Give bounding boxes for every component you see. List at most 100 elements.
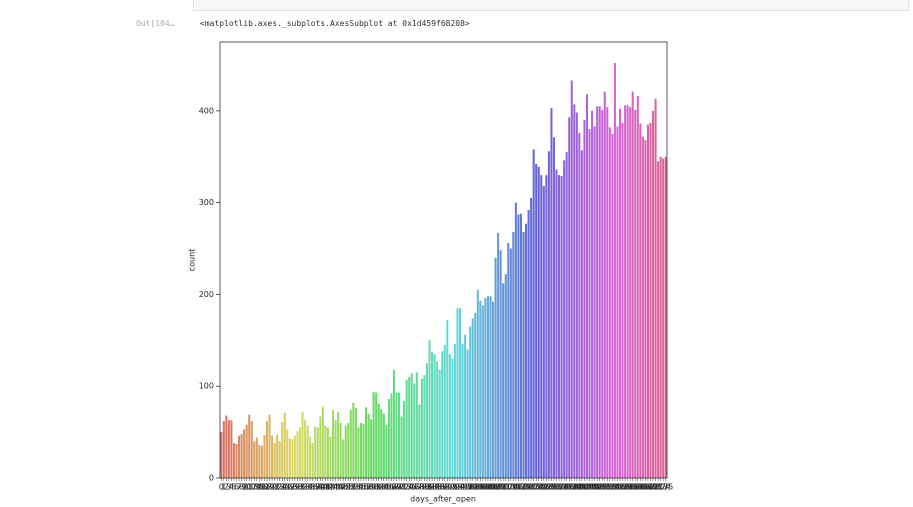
x-tick-label: 115 <box>506 483 521 492</box>
x-tick-label: 52 <box>348 483 358 492</box>
bar <box>263 434 266 478</box>
bar <box>240 433 243 478</box>
bar <box>415 372 418 478</box>
x-tick-label: 158 <box>615 483 630 492</box>
x-tick-label: 15 <box>254 483 264 492</box>
x-tick-label: 169 <box>643 483 658 492</box>
bar <box>332 410 335 478</box>
bar <box>433 354 436 478</box>
x-tick-label: 59 <box>366 483 376 492</box>
x-tick-label: 141 <box>572 483 587 492</box>
x-tick-label: 166 <box>635 483 650 492</box>
bar <box>593 126 596 478</box>
bar <box>611 133 614 478</box>
y-tick-label: 400 <box>199 106 214 115</box>
x-tick-label: 113 <box>501 483 516 492</box>
x-tick-label: 171 <box>648 483 663 492</box>
bar <box>540 175 543 479</box>
bar <box>326 427 329 478</box>
bar <box>547 151 550 478</box>
bar <box>608 127 611 479</box>
x-axis-label: days_after_open <box>410 495 476 504</box>
x-tick-label: 157 <box>612 483 627 492</box>
x-tick-label: 8 <box>239 483 244 492</box>
bar <box>268 414 271 478</box>
x-tick-label: 93 <box>452 483 462 492</box>
bar <box>575 112 578 479</box>
bar <box>278 441 281 478</box>
bar <box>486 296 489 478</box>
x-tick-label: 132 <box>549 483 564 492</box>
bar <box>309 436 312 478</box>
x-tick-label: 50 <box>343 483 353 492</box>
x-tick-label: 47 <box>336 483 346 492</box>
x-tick-label: 16 <box>257 483 267 492</box>
y-tick-label: 200 <box>199 290 214 299</box>
x-tick-label: 111 <box>496 483 511 492</box>
x-tick-label: 86 <box>435 483 445 492</box>
bar <box>324 425 327 478</box>
x-tick-label: 34 <box>303 483 313 492</box>
bar <box>469 326 472 478</box>
x-tick-label: 67 <box>386 483 396 492</box>
bar <box>354 408 357 478</box>
x-tick-label: 7 <box>237 483 242 492</box>
x-tick-label: 45 <box>330 483 340 492</box>
bar <box>403 400 406 478</box>
x-tick-label: 31 <box>295 483 305 492</box>
bar <box>418 404 421 478</box>
bar <box>276 434 279 478</box>
x-tick-label: 48 <box>338 483 348 492</box>
x-tick-label: 105 <box>480 483 495 492</box>
bar <box>390 393 393 478</box>
x-tick-label: 32 <box>297 483 307 492</box>
bar <box>542 186 545 478</box>
bar <box>603 91 606 478</box>
bar <box>321 406 324 478</box>
bar <box>316 427 319 478</box>
x-tick-label: 165 <box>633 483 648 492</box>
x-tick-label: 167 <box>638 483 653 492</box>
bar <box>621 122 624 479</box>
x-tick-label: 147 <box>587 483 602 492</box>
bar <box>517 214 520 478</box>
x-tick-label: 13 <box>249 483 259 492</box>
x-tick-label: 78 <box>414 483 424 492</box>
bar <box>489 296 492 478</box>
bar <box>649 122 652 479</box>
x-tick-label: 42 <box>323 483 333 492</box>
bar <box>654 98 657 478</box>
x-tick-label: 125 <box>531 483 546 492</box>
bar <box>443 344 446 478</box>
bar <box>420 378 423 478</box>
x-tick-label: 114 <box>503 483 518 492</box>
bar <box>260 445 263 478</box>
x-tick-label: 160 <box>620 483 635 492</box>
x-tick-label: 149 <box>592 483 607 492</box>
bar <box>464 334 467 478</box>
bar <box>225 415 228 478</box>
x-tick-label: 121 <box>521 483 536 492</box>
x-tick-label: 54 <box>353 483 363 492</box>
bar <box>301 411 304 478</box>
x-tick-label: 150 <box>595 483 610 492</box>
bar <box>296 431 299 478</box>
x-tick-label: 162 <box>625 483 640 492</box>
x-tick-label: 85 <box>432 483 442 492</box>
bar <box>535 164 538 478</box>
y-tick-label: 100 <box>199 382 214 391</box>
x-tick-label: 3 <box>226 483 231 492</box>
bar <box>359 422 362 478</box>
bar <box>519 213 522 479</box>
bar <box>425 363 429 478</box>
bar <box>629 107 632 478</box>
x-tick-label: 56 <box>358 483 368 492</box>
output-text: <matplotlib.axes._subplots.AxesSubplot a… <box>200 19 470 28</box>
bar <box>453 343 456 478</box>
bar <box>431 352 434 478</box>
plot-frame <box>219 41 668 479</box>
bar <box>641 136 644 478</box>
bar <box>585 94 589 478</box>
x-tick-label: 28 <box>287 483 297 492</box>
x-tick-label: 120 <box>518 483 533 492</box>
